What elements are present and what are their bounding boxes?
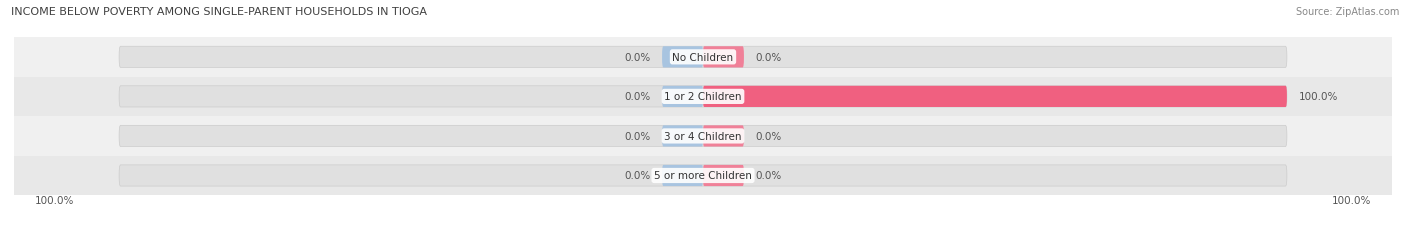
FancyBboxPatch shape <box>662 86 703 107</box>
FancyBboxPatch shape <box>703 86 1286 107</box>
Text: 0.0%: 0.0% <box>755 171 782 181</box>
FancyBboxPatch shape <box>662 126 703 147</box>
FancyBboxPatch shape <box>120 126 1286 147</box>
Bar <box>14 77 1392 117</box>
Text: 1 or 2 Children: 1 or 2 Children <box>664 92 742 102</box>
FancyBboxPatch shape <box>120 47 1286 68</box>
Text: 100.0%: 100.0% <box>1331 195 1371 205</box>
Text: 0.0%: 0.0% <box>624 92 651 102</box>
Text: 0.0%: 0.0% <box>624 53 651 63</box>
Text: 0.0%: 0.0% <box>755 53 782 63</box>
Text: INCOME BELOW POVERTY AMONG SINGLE-PARENT HOUSEHOLDS IN TIOGA: INCOME BELOW POVERTY AMONG SINGLE-PARENT… <box>11 7 427 17</box>
FancyBboxPatch shape <box>703 47 744 68</box>
Bar <box>14 156 1392 195</box>
FancyBboxPatch shape <box>120 86 1286 107</box>
Bar <box>14 117 1392 156</box>
Text: 0.0%: 0.0% <box>624 171 651 181</box>
Text: 5 or more Children: 5 or more Children <box>654 171 752 181</box>
Text: 100.0%: 100.0% <box>1299 92 1339 102</box>
Text: 0.0%: 0.0% <box>624 131 651 141</box>
FancyBboxPatch shape <box>703 126 744 147</box>
FancyBboxPatch shape <box>662 47 703 68</box>
Text: 3 or 4 Children: 3 or 4 Children <box>664 131 742 141</box>
Text: Source: ZipAtlas.com: Source: ZipAtlas.com <box>1295 7 1399 17</box>
Text: 0.0%: 0.0% <box>755 131 782 141</box>
Bar <box>14 38 1392 77</box>
FancyBboxPatch shape <box>662 165 703 186</box>
Text: No Children: No Children <box>672 53 734 63</box>
FancyBboxPatch shape <box>120 165 1286 186</box>
Text: 100.0%: 100.0% <box>35 195 75 205</box>
FancyBboxPatch shape <box>703 165 744 186</box>
